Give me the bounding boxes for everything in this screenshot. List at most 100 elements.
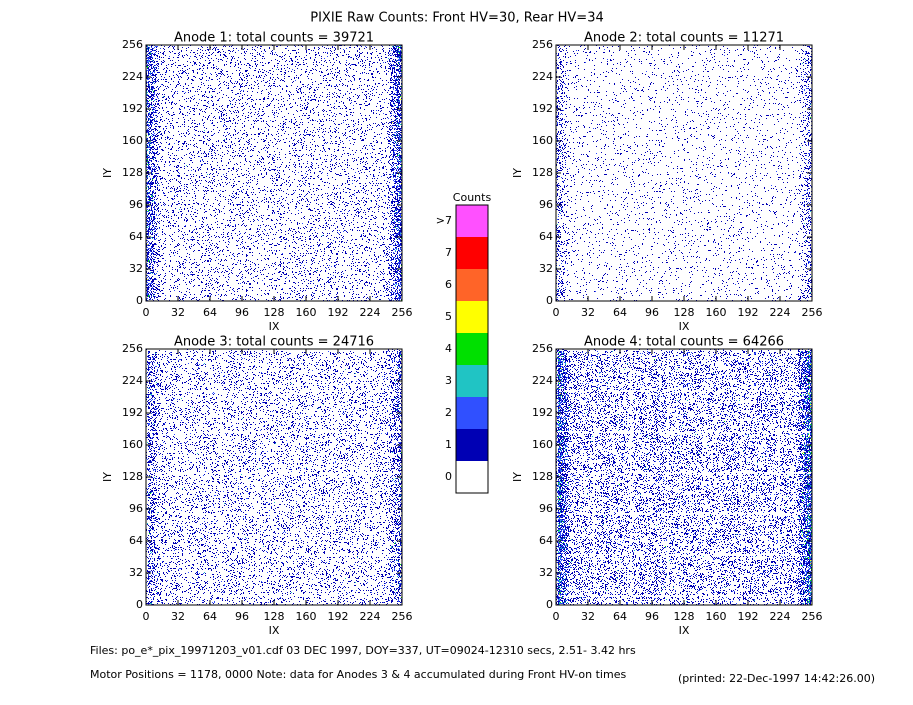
x-tick-label: 32	[171, 610, 185, 623]
y-axis-label: IY	[511, 472, 524, 482]
colorbar-swatch	[456, 237, 488, 269]
y-tick-label: 32	[129, 262, 143, 275]
y-tick-label: 160	[532, 134, 553, 147]
x-axis-label: IX	[269, 320, 280, 333]
panel-title: Anode 4: total counts = 64266	[584, 335, 784, 350]
colorbar-label: 3	[445, 374, 452, 387]
x-tick-label: 128	[674, 306, 695, 319]
footer-printed: (printed: 22-Dec-1997 14:42:26.00)	[678, 672, 875, 685]
x-tick-label: 32	[581, 306, 595, 319]
y-tick-label: 192	[532, 102, 553, 115]
y-axis-label: IY	[101, 472, 114, 482]
y-tick-label: 96	[539, 198, 553, 211]
x-tick-label: 224	[770, 610, 791, 623]
x-tick-label: 256	[802, 306, 823, 319]
x-tick-label: 0	[143, 610, 150, 623]
count-texture	[556, 349, 812, 605]
y-tick-label: 224	[532, 374, 553, 387]
x-tick-label: 96	[645, 306, 659, 319]
plot-frame	[555, 44, 813, 302]
colorbar-swatch	[456, 301, 488, 333]
count-texture	[146, 45, 402, 301]
x-axis-label: IX	[679, 320, 690, 333]
colorbar-swatch	[456, 333, 488, 365]
footer-files: Files: po_e*_pix_19971203_v01.cdf 03 DEC…	[90, 644, 636, 657]
colorbar-swatch	[456, 365, 488, 397]
colorbar-swatch	[456, 269, 488, 301]
x-tick-label: 64	[613, 610, 627, 623]
colorbar-swatch	[456, 205, 488, 237]
y-tick-label: 192	[122, 406, 143, 419]
y-tick-label: 128	[532, 166, 553, 179]
count-texture	[810, 117, 811, 118]
y-tick-label: 256	[122, 342, 143, 355]
y-tick-label: 256	[532, 342, 553, 355]
y-tick-label: 128	[122, 166, 143, 179]
colorbar-title: Counts	[453, 191, 492, 204]
x-tick-label: 32	[171, 306, 185, 319]
x-tick-label: 224	[360, 306, 381, 319]
colorbar-label: 0	[445, 470, 452, 483]
x-tick-label: 96	[235, 610, 249, 623]
panel-title: Anode 3: total counts = 24716	[174, 335, 374, 350]
y-tick-label: 64	[129, 534, 143, 547]
y-tick-label: 256	[122, 38, 143, 51]
x-tick-label: 192	[328, 610, 349, 623]
y-tick-label: 32	[129, 566, 143, 579]
y-tick-label: 128	[122, 470, 143, 483]
colorbar-swatch	[456, 397, 488, 429]
colorbar-label: 2	[445, 406, 452, 419]
y-tick-label: 0	[136, 598, 143, 611]
colorbar-label: 4	[445, 342, 452, 355]
x-tick-label: 64	[613, 306, 627, 319]
x-tick-label: 64	[203, 306, 217, 319]
panel-title: Anode 1: total counts = 39721	[174, 31, 374, 46]
y-tick-label: 64	[539, 230, 553, 243]
y-tick-label: 224	[122, 70, 143, 83]
x-tick-label: 224	[360, 610, 381, 623]
x-tick-label: 256	[802, 610, 823, 623]
colorbar-label: 7	[445, 246, 452, 259]
y-tick-label: 64	[129, 230, 143, 243]
colorbar-label: 6	[445, 278, 452, 291]
y-tick-label: 32	[539, 566, 553, 579]
x-tick-label: 128	[264, 610, 285, 623]
y-tick-label: 32	[539, 262, 553, 275]
x-axis-label: IX	[269, 624, 280, 637]
count-texture	[556, 45, 812, 301]
y-axis-label: IY	[101, 168, 114, 178]
colorbar-frame	[455, 204, 489, 494]
y-tick-label: 224	[122, 374, 143, 387]
y-tick-label: 224	[532, 70, 553, 83]
y-tick-label: 192	[532, 406, 553, 419]
x-tick-label: 224	[770, 306, 791, 319]
x-tick-label: 192	[328, 306, 349, 319]
colorbar-swatch	[456, 461, 488, 493]
y-tick-label: 96	[129, 502, 143, 515]
y-tick-label: 96	[129, 198, 143, 211]
colorbar-label: 5	[445, 310, 452, 323]
y-tick-label: 160	[122, 438, 143, 451]
x-tick-label: 128	[674, 610, 695, 623]
x-axis-label: IX	[679, 624, 690, 637]
x-tick-label: 96	[235, 306, 249, 319]
x-tick-label: 160	[706, 306, 727, 319]
y-tick-label: 96	[539, 502, 553, 515]
x-tick-label: 128	[264, 306, 285, 319]
x-tick-label: 192	[738, 306, 759, 319]
y-tick-label: 0	[136, 294, 143, 307]
y-tick-label: 0	[546, 294, 553, 307]
y-tick-label: 0	[546, 598, 553, 611]
y-axis-label: IY	[511, 168, 524, 178]
colorbar-label: 1	[445, 438, 452, 451]
y-tick-label: 256	[532, 38, 553, 51]
x-tick-label: 160	[296, 306, 317, 319]
colorbar-swatch	[456, 429, 488, 461]
figure-title: PIXIE Raw Counts: Front HV=30, Rear HV=3…	[310, 11, 604, 26]
x-tick-label: 64	[203, 610, 217, 623]
panel-title: Anode 2: total counts = 11271	[584, 31, 784, 46]
y-tick-label: 64	[539, 534, 553, 547]
y-tick-label: 160	[122, 134, 143, 147]
count-texture	[556, 349, 812, 605]
